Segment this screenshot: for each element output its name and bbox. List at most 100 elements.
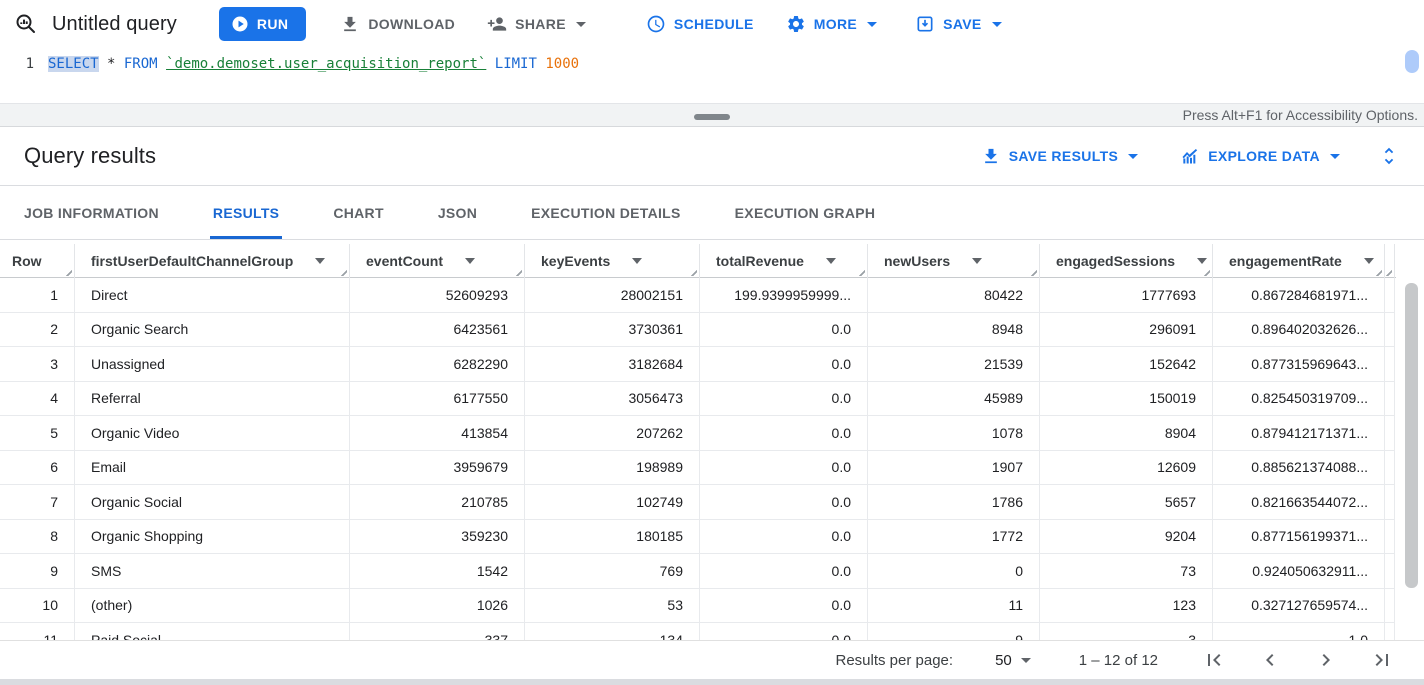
tab-results[interactable]: RESULTS xyxy=(186,186,306,239)
panel-resize-handle[interactable] xyxy=(694,114,730,120)
share-button[interactable]: SHARE xyxy=(487,14,586,34)
save-button[interactable]: SAVE xyxy=(915,14,1002,34)
table-cell-newUsers: 8948 xyxy=(868,312,1040,347)
column-header-engagedSessions[interactable]: engagedSessions xyxy=(1040,244,1213,278)
column-menu-caret-icon[interactable] xyxy=(972,258,983,264)
save-results-button[interactable]: SAVE RESULTS xyxy=(981,146,1139,166)
more-button[interactable]: MORE xyxy=(786,14,878,34)
expand-panel-button[interactable] xyxy=(1378,145,1400,167)
row-number-cell: 2 xyxy=(0,312,75,347)
tab-execution-details[interactable]: EXECUTION DETAILS xyxy=(531,204,681,221)
table-cell-overflow xyxy=(1385,450,1395,485)
column-header-keyEvents[interactable]: keyEvents xyxy=(525,244,700,278)
sql-table-ref-link[interactable]: `demo.demoset.user_acquisition_report` xyxy=(166,56,487,72)
column-menu-caret-icon[interactable] xyxy=(1197,258,1208,264)
column-header-eventCount[interactable]: eventCount xyxy=(350,244,525,278)
table-cell-engagementRate: 0.825450319709... xyxy=(1213,381,1385,416)
column-resize-handle[interactable] xyxy=(338,267,347,276)
table-cell-overflow xyxy=(1385,381,1395,416)
table-cell-totalRevenue: 199.9399959999... xyxy=(700,278,868,313)
table-cell-eventCount: 3959679 xyxy=(350,450,525,485)
table-cell-engagedSessions: 12609 xyxy=(1040,450,1213,485)
column-menu-caret-icon[interactable] xyxy=(632,258,643,264)
page-size-dropdown[interactable]: 50 xyxy=(995,652,1031,669)
column-resize-handle[interactable] xyxy=(1385,267,1392,276)
table-cell-newUsers: 1786 xyxy=(868,485,1040,520)
table-cell-totalRevenue: 0.0 xyxy=(700,312,868,347)
column-resize-handle[interactable] xyxy=(63,267,72,276)
table-cell-totalRevenue: 0.0 xyxy=(700,519,868,554)
horizontal-scrollbar-track[interactable] xyxy=(0,679,1424,685)
chevron-down-icon xyxy=(1330,153,1340,159)
table-cell-newUsers: 11 xyxy=(868,588,1040,623)
table-cell-engagementRate: 0.877315969643... xyxy=(1213,347,1385,382)
table-cell-firstUserDefaultChannelGroup: Organic Shopping xyxy=(75,519,350,554)
page-range: 1 – 12 of 12 xyxy=(1078,651,1158,669)
column-header-firstUserDefaultChannelGroup[interactable]: firstUserDefaultChannelGroup xyxy=(75,244,350,278)
explore-chart-icon xyxy=(1180,146,1200,166)
run-button[interactable]: RUN xyxy=(218,7,307,41)
schedule-button[interactable]: SCHEDULE xyxy=(646,14,754,34)
explore-data-label: EXPLORE DATA xyxy=(1208,148,1320,164)
table-cell-firstUserDefaultChannelGroup: SMS xyxy=(75,554,350,589)
explore-data-button[interactable]: EXPLORE DATA xyxy=(1180,146,1340,166)
table-cell-eventCount: 52609293 xyxy=(350,278,525,313)
table-cell-totalRevenue: 0.0 xyxy=(700,381,868,416)
table-cell-engagementRate: 0.924050632911... xyxy=(1213,554,1385,589)
column-header-totalRevenue[interactable]: totalRevenue xyxy=(700,244,868,278)
last-page-icon xyxy=(1370,648,1394,672)
table-cell-eventCount: 1026 xyxy=(350,588,525,623)
column-resize-handle[interactable] xyxy=(856,267,865,276)
table-cell-keyEvents: 180185 xyxy=(525,519,700,554)
tab-execution-graph[interactable]: EXECUTION GRAPH xyxy=(734,204,876,221)
previous-page-button[interactable] xyxy=(1258,648,1282,672)
table-cell-engagedSessions: 73 xyxy=(1040,554,1213,589)
column-header-newUsers[interactable]: newUsers xyxy=(868,244,1040,278)
clock-icon xyxy=(646,14,666,34)
tab-json[interactable]: JSON xyxy=(437,204,478,221)
next-page-button[interactable] xyxy=(1314,648,1338,672)
column-resize-handle[interactable] xyxy=(1028,267,1037,276)
share-label: SHARE xyxy=(515,16,566,32)
table-cell-keyEvents: 102749 xyxy=(525,485,700,520)
table-cell-overflow xyxy=(1385,554,1395,589)
download-button[interactable]: DOWNLOAD xyxy=(340,14,455,34)
column-menu-caret-icon[interactable] xyxy=(1363,258,1374,264)
first-page-button[interactable] xyxy=(1202,648,1226,672)
save-label: SAVE xyxy=(943,16,982,32)
column-label: eventCount xyxy=(366,253,443,269)
tab-chart[interactable]: CHART xyxy=(333,204,384,221)
table-row: 3 Unassigned 6282290 3182684 0.0 21539 152642 0… xyxy=(0,347,1396,382)
column-menu-caret-icon[interactable] xyxy=(825,258,836,264)
sql-editor[interactable]: 1 SELECT * FROM `demo.demoset.user_acqui… xyxy=(0,48,1424,103)
table-cell-firstUserDefaultChannelGroup: Organic Social xyxy=(75,485,350,520)
table-cell-totalRevenue: 0.0 xyxy=(700,588,868,623)
table-vertical-scrollbar[interactable] xyxy=(1405,283,1418,588)
results-table-header: Row firstUserDefaultChannelGroup eventCoun… xyxy=(0,244,1396,278)
results-actions: SAVE RESULTS EXPLORE DATA xyxy=(981,146,1340,166)
query-results-header: Query results SAVE RESULTS EXPLORE DATA xyxy=(0,127,1424,186)
tab-job-information[interactable]: JOB INFORMATION xyxy=(24,204,159,221)
download-icon xyxy=(340,14,360,34)
column-label: engagementRate xyxy=(1229,253,1342,269)
unfold-more-icon xyxy=(1378,145,1400,167)
last-page-button[interactable] xyxy=(1370,648,1394,672)
table-row: 7 Organic Social 210785 102749 0.0 1786 5657 0.… xyxy=(0,485,1396,520)
editor-vertical-scrollbar[interactable] xyxy=(1405,50,1419,73)
column-resize-handle[interactable] xyxy=(688,267,697,276)
sql-star: * xyxy=(98,56,124,72)
results-title: Query results xyxy=(24,143,157,168)
row-number-cell: 10 xyxy=(0,588,75,623)
table-cell-eventCount: 337 xyxy=(350,623,525,640)
table-cell-eventCount: 359230 xyxy=(350,519,525,554)
table-cell-keyEvents: 3056473 xyxy=(525,381,700,416)
column-resize-handle[interactable] xyxy=(1373,267,1382,276)
save-results-label: SAVE RESULTS xyxy=(1008,148,1119,164)
column-header-engagementRate[interactable]: engagementRate xyxy=(1213,244,1385,278)
column-resize-handle[interactable] xyxy=(513,267,522,276)
column-resize-handle[interactable] xyxy=(1201,267,1210,276)
table-cell-engagedSessions: 152642 xyxy=(1040,347,1213,382)
column-menu-caret-icon[interactable] xyxy=(315,258,326,264)
table-cell-firstUserDefaultChannelGroup: Unassigned xyxy=(75,347,350,382)
column-menu-caret-icon[interactable] xyxy=(465,258,475,264)
